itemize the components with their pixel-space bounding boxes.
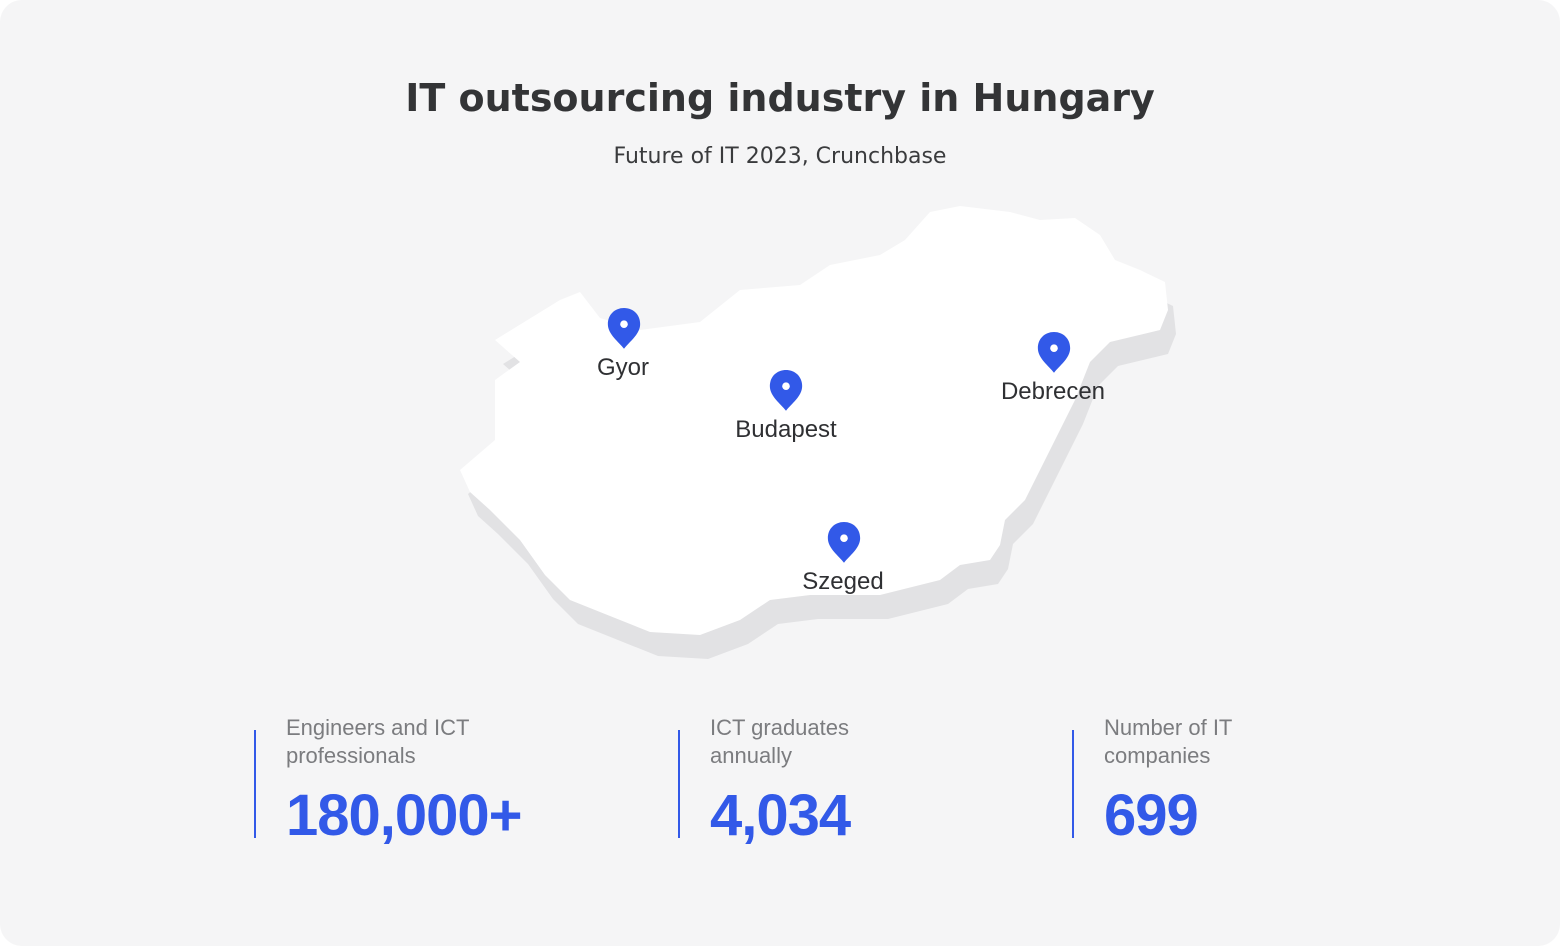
- city-label-szeged: Szeged: [802, 568, 884, 595]
- pin-gyor[interactable]: [607, 308, 641, 349]
- city-label-debrecen: Debrecen: [1000, 378, 1106, 405]
- stat-label: ICT graduates annually: [710, 715, 850, 768]
- stat-graduates: ICT graduates annually 4,034: [678, 715, 851, 848]
- stat-value: 180,000+: [286, 783, 523, 848]
- page-subtitle: Future of IT 2023, Crunchbase: [613, 144, 947, 169]
- pin-budapest[interactable]: [769, 370, 803, 411]
- pin-szeged[interactable]: [827, 522, 861, 563]
- page-title: IT outsourcing industry in Hungary: [405, 76, 1155, 120]
- stat-companies: Number of IT companies 699: [1072, 715, 1232, 848]
- city-label-gyor: Gyor: [596, 354, 650, 381]
- city-label-budapest: Budapest: [735, 416, 837, 443]
- stat-engineers: Engineers and ICT professionals 180,000+: [254, 715, 523, 848]
- stat-value: 4,034: [710, 783, 851, 848]
- stat-value: 699: [1104, 783, 1199, 848]
- pin-debrecen[interactable]: [1037, 332, 1071, 373]
- stat-label: Engineers and ICT professionals: [286, 715, 470, 768]
- stat-label: Number of IT companies: [1104, 715, 1232, 768]
